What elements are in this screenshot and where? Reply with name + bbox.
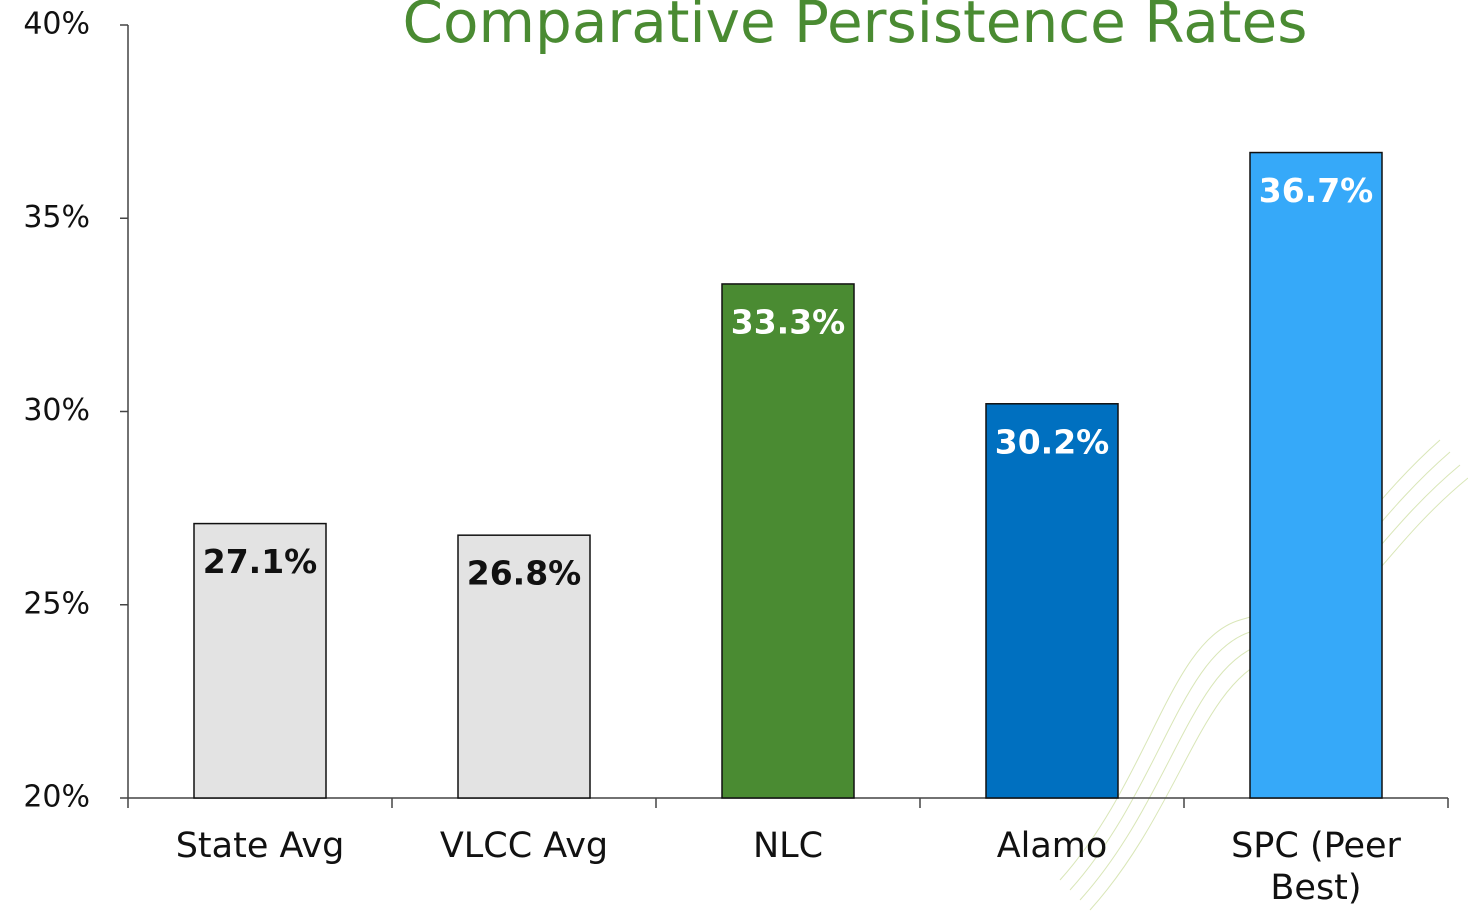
value-label: 27.1% <box>203 542 318 581</box>
value-label: 36.7% <box>1259 171 1374 210</box>
y-tick-label: 40% <box>23 7 90 42</box>
x-tick-label: NLC <box>752 826 824 866</box>
y-tick-label: 30% <box>23 393 90 428</box>
bar <box>1249 151 1383 799</box>
x-tick-label: VLCC Avg <box>439 826 609 866</box>
bar <box>193 522 327 799</box>
chart-title: Comparative Persistence Rates <box>403 0 1308 56</box>
bar <box>721 283 855 799</box>
y-tick-label: 20% <box>23 780 90 815</box>
bar <box>985 403 1119 799</box>
value-label: 26.8% <box>467 554 582 593</box>
x-tick-label: SPC (Peer Best) <box>1231 826 1401 908</box>
value-label: 30.2% <box>995 422 1110 461</box>
value-label: 33.3% <box>731 302 846 341</box>
x-tick-label: State Avg <box>175 826 345 866</box>
x-tick-label: Alamo <box>996 826 1108 866</box>
bar <box>457 534 591 799</box>
y-tick-label: 35% <box>23 200 90 235</box>
y-tick-label: 25% <box>23 586 90 621</box>
